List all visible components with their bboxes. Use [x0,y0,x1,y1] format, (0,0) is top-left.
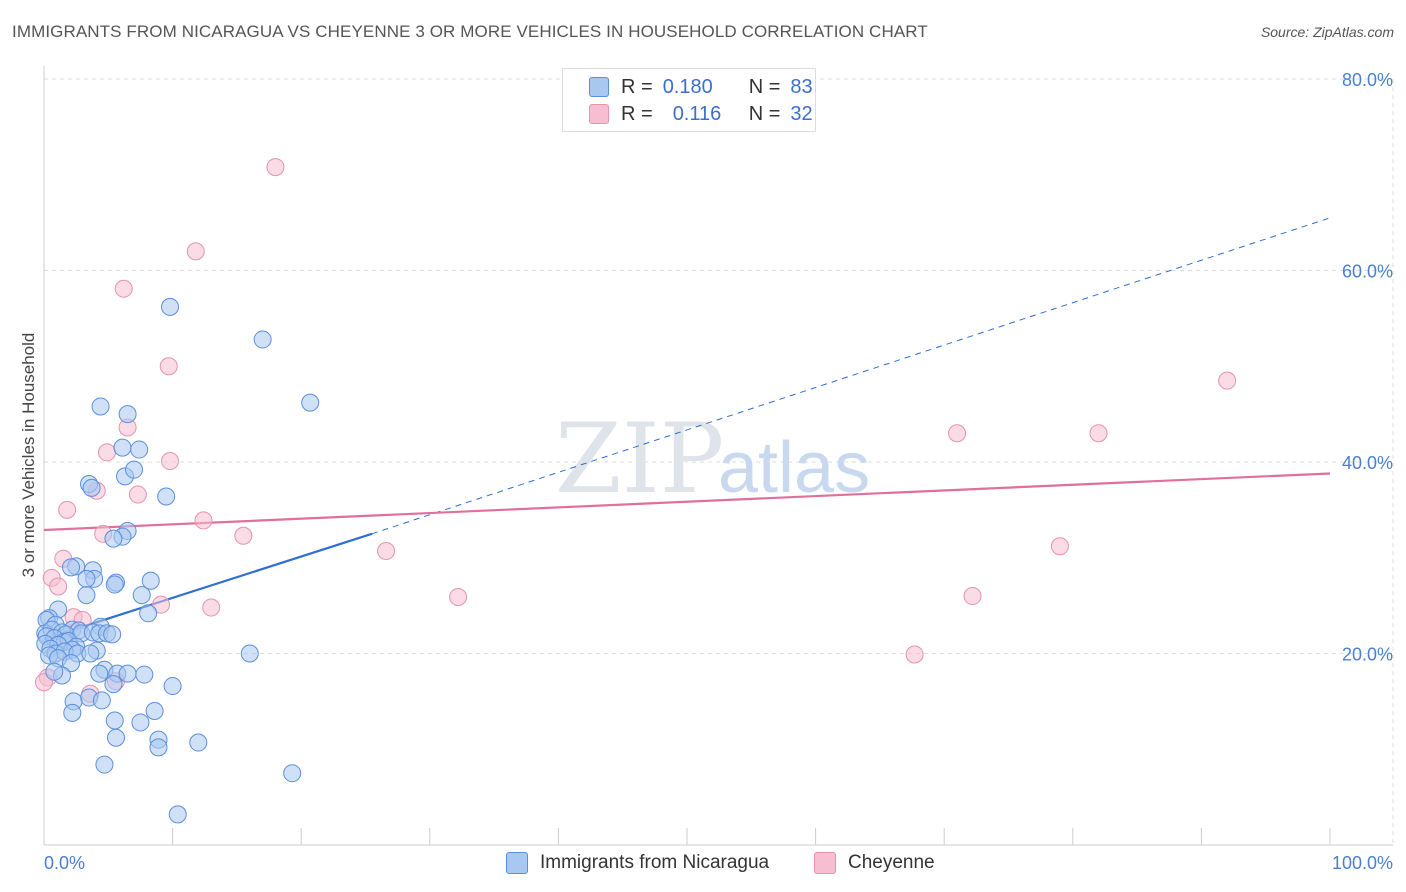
correlation-legend: R = 0.180 N = 83 R = 0.116 N = 32 [562,68,816,132]
point-nicaragua [62,654,81,673]
chart-title: IMMIGRANTS FROM NICARAGUA VS CHEYENNE 3 … [12,22,928,41]
legend-n-label: N = [748,102,781,125]
point-nicaragua [90,664,109,683]
point-cheyenne [202,598,221,617]
point-nicaragua [105,575,124,594]
point-nicaragua [45,662,64,681]
y-tick-label: 60.0% [1342,262,1393,282]
point-cheyenne [905,645,924,664]
point-nicaragua [62,558,81,577]
legend-item-label: Cheyenne [848,852,935,873]
point-cheyenne [1050,537,1069,556]
legend-row-nicaragua: R = 0.180 N = 83 [589,75,813,99]
point-cheyenne [98,443,117,462]
watermark-zip: ZIP [555,403,724,515]
point-nicaragua [63,703,82,722]
point-nicaragua [103,625,122,644]
legend-n-value: 83 [790,75,813,98]
point-cheyenne [234,526,253,545]
point-nicaragua [253,330,272,349]
point-nicaragua [168,805,187,824]
point-nicaragua [131,713,150,732]
point-nicaragua [91,397,110,416]
legend-item-nicaragua[interactable]: Immigrants from Nicaragua [506,852,769,874]
point-cheyenne [963,587,982,606]
point-nicaragua [104,529,123,548]
point-nicaragua [132,586,151,605]
point-nicaragua [139,604,158,623]
points-layer [35,158,1237,824]
y-tick-label: 80.0% [1342,70,1393,90]
point-nicaragua [77,586,96,605]
point-cheyenne [948,424,967,443]
point-nicaragua [82,478,101,497]
point-nicaragua [301,393,320,412]
point-nicaragua [130,440,149,459]
legend-swatch-blue [589,77,609,97]
trendline-cheyenne [43,472,1331,532]
point-nicaragua [95,755,114,774]
point-nicaragua [240,644,259,663]
point-nicaragua [135,665,154,684]
point-cheyenne [152,595,171,614]
trendline-nicaragua-extrapolated [371,217,1331,535]
source-label: Source: ZipAtlas.com [1260,24,1394,40]
legend-n-label: N = [748,75,781,98]
point-cheyenne [1218,371,1237,390]
point-cheyenne [58,500,77,519]
point-cheyenne [128,485,147,504]
watermark: ZIP atlas [555,403,870,515]
point-nicaragua [104,675,123,694]
legend-swatch-blue [506,852,528,874]
point-nicaragua [81,644,100,663]
y-tick-label: 40.0% [1342,453,1393,473]
point-nicaragua [283,764,302,783]
point-nicaragua [149,738,168,757]
point-cheyenne [114,279,133,298]
point-cheyenne [49,577,68,596]
point-nicaragua [163,677,182,696]
point-nicaragua [141,571,160,590]
point-cheyenne [159,357,178,376]
point-nicaragua [161,297,180,316]
point-nicaragua [77,569,96,588]
legend-swatch-pink [814,852,836,874]
point-nicaragua [118,405,137,424]
point-nicaragua [118,664,137,683]
series-legend: Immigrants from Nicaragua Cheyenne [0,852,1406,876]
y-tick-label: 20.0% [1342,645,1393,665]
point-cheyenne [194,511,213,530]
point-cheyenne [266,158,285,177]
point-nicaragua [113,438,132,457]
legend-n-value: 32 [790,102,813,125]
point-cheyenne [449,588,468,607]
point-cheyenne [377,542,396,561]
point-nicaragua [145,701,164,720]
x-tick-label-min: 0.0% [44,853,85,873]
legend-row-cheyenne: R = 0.116 N = 32 [589,102,813,126]
point-nicaragua [189,733,208,752]
point-cheyenne [161,452,180,471]
legend-item-label: Immigrants from Nicaragua [540,852,770,873]
axis-layer [43,66,1393,846]
point-cheyenne [186,242,205,261]
legend-swatch-pink [589,104,609,124]
point-nicaragua [107,728,126,747]
legend-item-cheyenne[interactable]: Cheyenne [814,852,935,874]
point-nicaragua [125,460,144,479]
point-nicaragua [105,711,124,730]
point-nicaragua [92,691,111,710]
point-nicaragua [157,487,176,506]
point-cheyenne [1089,424,1108,443]
legend-r-value: 0.116 [672,102,722,125]
x-tick-label-max: 100.0% [1332,853,1393,873]
legend-r-value: 0.180 [662,75,713,98]
legend-r-label: R = [621,75,653,98]
legend-r-label: R = [621,102,653,125]
tick-label-layer: 20.0% 40.0% 60.0% 80.0% 0.0% 100.0% [44,70,1393,873]
